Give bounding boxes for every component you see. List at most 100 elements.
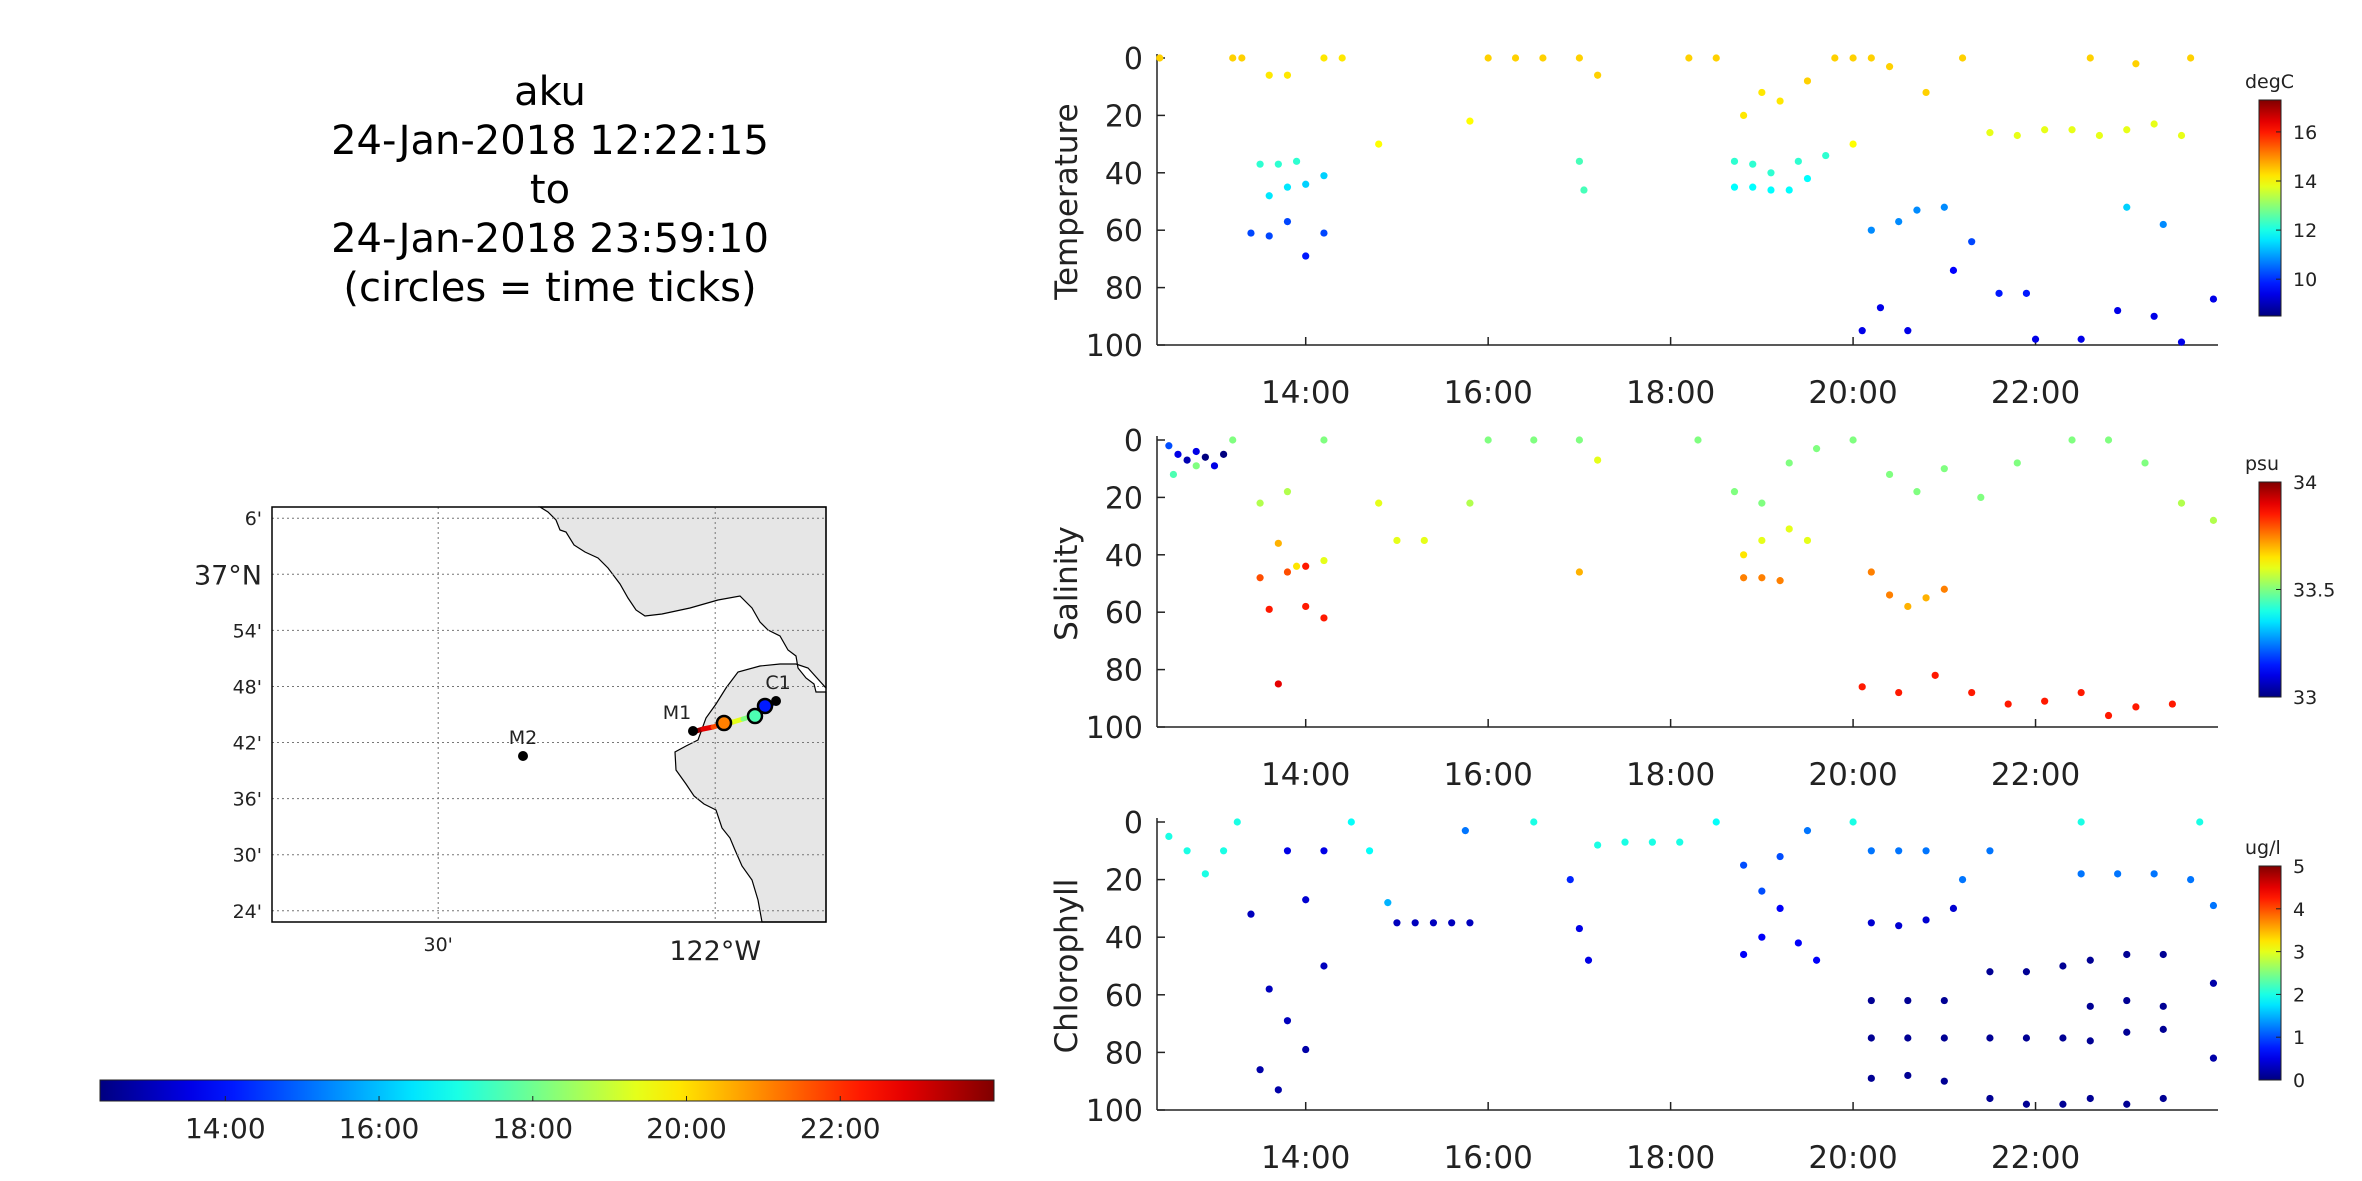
data-point	[1265, 232, 1273, 240]
data-point	[2177, 131, 2186, 140]
data-point	[1740, 551, 1748, 559]
data-point	[2114, 870, 2122, 878]
data-point	[1292, 157, 1301, 165]
data-point	[1575, 436, 1583, 444]
data-point	[1676, 838, 1684, 846]
data-point	[1580, 186, 1588, 194]
time-tick-circle	[756, 697, 774, 715]
x-tick-label: 14:00	[1261, 375, 1350, 411]
y-tick-label: 0	[1124, 424, 1143, 459]
data-point	[1411, 919, 1419, 927]
data-point	[1219, 450, 1228, 458]
data-point	[1758, 887, 1766, 895]
data-point	[1183, 847, 1191, 855]
data-point	[1274, 680, 1282, 688]
data-point	[1484, 54, 1492, 62]
x-tick-label: 16:00	[1443, 375, 1532, 411]
data-point	[1913, 488, 1921, 496]
data-point	[1730, 183, 1739, 191]
time-colorbar: 14:00 16:00 18:00 20:00 22:00	[99, 1079, 995, 1145]
colorbar	[2258, 99, 2282, 317]
data-point	[1247, 910, 1255, 918]
data-point	[1949, 904, 1958, 913]
station-label: M1	[663, 702, 691, 724]
time-colorbar-tick-label: 16:00	[339, 1112, 420, 1145]
data-point	[1320, 847, 1328, 855]
data-point	[1229, 54, 1237, 62]
title-line-note: (circles = time ticks)	[343, 265, 757, 311]
data-point	[1320, 54, 1328, 62]
data-point	[1201, 453, 1209, 461]
data-point	[1785, 186, 1793, 194]
data-point	[2022, 1100, 2031, 1108]
data-point	[1302, 896, 1310, 904]
colorbar-tick-label: 33	[2293, 687, 2317, 709]
data-point	[1466, 117, 1474, 125]
data-point	[1256, 160, 1264, 168]
panel-salinity: 0 20 40 60 80 100 14:00 16:00 18:00 20:00 22:00 Sal…	[1049, 424, 2335, 793]
data-point	[1165, 442, 1173, 450]
data-point	[2086, 1037, 2094, 1045]
data-point	[1849, 54, 1857, 62]
data-point	[1867, 847, 1875, 855]
data-point	[1758, 574, 1766, 582]
data-point	[1274, 160, 1282, 168]
data-point	[1958, 876, 1967, 884]
map-lat-label: 48'	[233, 676, 262, 698]
data-point	[1320, 229, 1328, 237]
time-colorbar-tick-label: 18:00	[492, 1112, 573, 1145]
data-point	[1393, 536, 1401, 545]
data-point	[1685, 54, 1693, 62]
data-point	[1849, 436, 1857, 444]
data-point	[1940, 465, 1948, 473]
data-point	[1347, 818, 1355, 826]
data-point	[2022, 289, 2031, 297]
data-point	[1466, 499, 1474, 507]
data-point	[1393, 919, 1401, 927]
data-point	[1949, 266, 1958, 274]
data-point	[1922, 88, 1930, 97]
y-axis-label: Chlorophyll	[1049, 879, 1085, 1054]
data-point	[1740, 111, 1748, 119]
data-point	[1867, 1034, 1875, 1042]
data-point	[2086, 54, 2094, 62]
data-point	[2196, 818, 2204, 826]
data-point	[2104, 436, 2113, 444]
data-point	[1712, 54, 1720, 62]
data-point	[1776, 577, 1784, 585]
data-point	[2086, 956, 2094, 964]
data-point	[1265, 71, 1273, 79]
data-point	[1740, 861, 1748, 869]
data-point	[2209, 516, 2218, 524]
data-point	[1302, 180, 1310, 188]
data-point	[1575, 54, 1583, 62]
data-point	[2086, 1094, 2094, 1103]
map-lat-label: 36'	[233, 789, 262, 811]
y-tick-label: 80	[1105, 1036, 1143, 1071]
data-point	[1192, 462, 1200, 470]
data-point	[1730, 488, 1739, 496]
colorbar-tick-label: 33.5	[2293, 580, 2335, 602]
colorbar-units: psu	[2245, 453, 2279, 475]
map-frame	[271, 506, 827, 923]
time-colorbar-tick-label: 22:00	[800, 1112, 881, 1145]
colorbar-tick-label: 5	[2293, 856, 2305, 878]
data-point	[2168, 700, 2176, 708]
data-point	[1749, 160, 1757, 168]
time-colorbar-bar	[99, 1079, 995, 1102]
data-point	[1511, 54, 1520, 62]
station-label: M2	[509, 727, 537, 749]
data-point	[1292, 562, 1301, 570]
data-point	[1575, 924, 1583, 933]
data-point	[1803, 536, 1812, 545]
plot-title: aku 24-Jan-2018 12:22:15 to 24-Jan-2018 …	[300, 68, 800, 313]
data-point	[2159, 1025, 2167, 1033]
colorbar-tick-label: 2	[2293, 984, 2305, 1006]
data-point	[1758, 88, 1766, 97]
data-point	[2159, 950, 2167, 959]
data-point	[1940, 1077, 1948, 1085]
map-lat-label: 54'	[233, 620, 262, 642]
data-point	[2159, 220, 2167, 229]
x-tick-label: 18:00	[1626, 375, 1715, 411]
data-point	[1794, 157, 1802, 165]
